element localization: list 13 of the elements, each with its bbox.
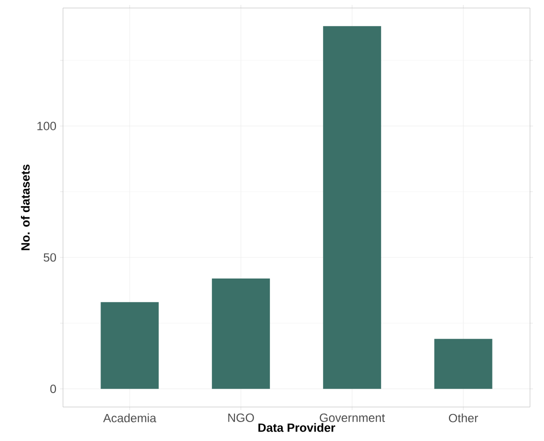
y-axis-title: No. of datasets xyxy=(20,164,30,250)
x-tick-label: Government xyxy=(320,414,385,422)
bar xyxy=(212,278,270,389)
y-tick-label: 50 xyxy=(44,253,56,262)
y-tick-label: 0 xyxy=(50,384,56,394)
bar xyxy=(434,338,492,389)
x-tick-label: Other xyxy=(448,414,478,422)
x-axis-title: Data Provider xyxy=(258,423,336,432)
bar xyxy=(100,302,159,389)
y-tick-label: 100 xyxy=(37,122,56,130)
bar xyxy=(323,26,382,389)
x-tick-label: NGO xyxy=(228,414,254,422)
x-tick-label: Academia xyxy=(103,414,156,422)
